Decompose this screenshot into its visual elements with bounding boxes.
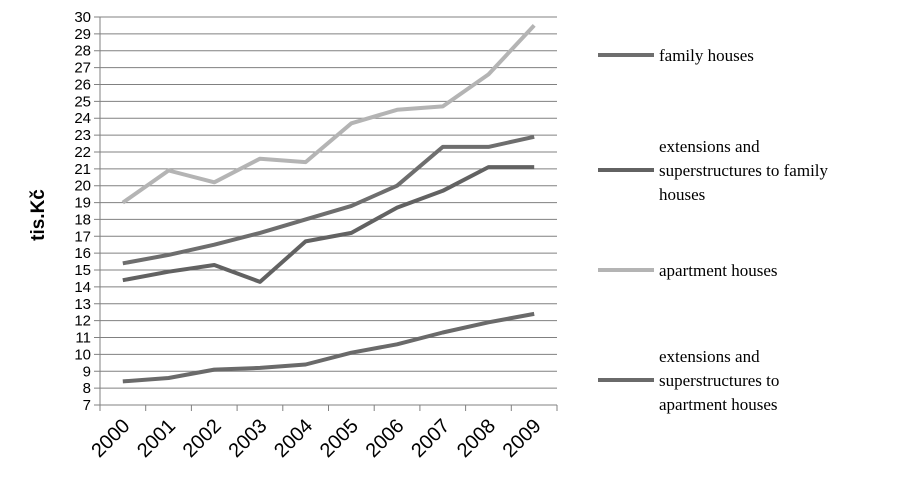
y-tick-label: 20 <box>74 178 91 195</box>
y-tick-label: 17 <box>74 228 91 245</box>
series-line <box>121 24 536 205</box>
x-tick-label: 2008 <box>453 415 500 462</box>
x-tick-label: 2007 <box>407 415 454 462</box>
y-tick-label: 23 <box>74 127 91 144</box>
y-tick-label: 15 <box>74 262 91 279</box>
legend-label: extensions and <box>659 347 760 366</box>
y-tick-label: 9 <box>83 363 91 380</box>
y-tick-label: 7 <box>83 397 91 414</box>
x-tick-label: 2000 <box>87 415 134 462</box>
legend-label: apartment houses <box>659 261 778 280</box>
y-tick-label: 11 <box>75 330 91 347</box>
y-tick-label: 26 <box>74 76 91 93</box>
y-tick-label: 19 <box>74 195 91 212</box>
x-tick-label: 2003 <box>224 415 271 462</box>
x-tick-label: 2004 <box>270 415 317 462</box>
legend-label: superstructures to family <box>659 161 829 180</box>
legend-label: extensions and <box>659 137 760 156</box>
legend-label: apartment houses <box>659 395 778 414</box>
y-tick-label: 28 <box>74 43 91 60</box>
series-line <box>122 311 535 384</box>
y-tick-label: 29 <box>74 26 91 43</box>
axes <box>99 17 558 411</box>
y-tick-label: 21 <box>74 161 91 178</box>
x-tick-label: 2001 <box>133 415 180 462</box>
y-tick-label: 18 <box>74 211 91 228</box>
gridlines <box>94 16 557 406</box>
x-tick-label: 2006 <box>362 415 409 462</box>
x-tick-label: 2009 <box>499 415 546 462</box>
legend: family houses extensions and superstructur… <box>598 46 829 414</box>
y-tick-label: 16 <box>74 245 91 262</box>
y-tick-label: 25 <box>74 93 91 110</box>
y-tick-label: 10 <box>74 346 91 363</box>
legend-label: houses <box>659 185 705 204</box>
y-tick-label: 14 <box>74 279 91 296</box>
y-tick-label: 12 <box>74 313 91 330</box>
y-tick-label: 22 <box>74 144 91 161</box>
y-tick-label: 30 <box>74 9 91 26</box>
y-tick-label: 27 <box>74 60 91 77</box>
y-tick-label: 24 <box>74 110 91 127</box>
y-tick-label: 8 <box>83 380 91 397</box>
y-tick-label: 13 <box>74 296 91 313</box>
legend-label: family houses <box>659 46 754 65</box>
series-line <box>122 165 535 284</box>
x-tick-label: 2002 <box>179 415 226 462</box>
x-tick-label: 2005 <box>316 415 363 462</box>
y-tick-labels: 7891011121314151617181920212223242526272… <box>74 9 91 414</box>
series-line <box>122 134 535 266</box>
legend-label: superstructures to <box>659 371 779 390</box>
y-axis-title: tis.Kč <box>28 189 49 241</box>
series-lines <box>121 24 536 384</box>
